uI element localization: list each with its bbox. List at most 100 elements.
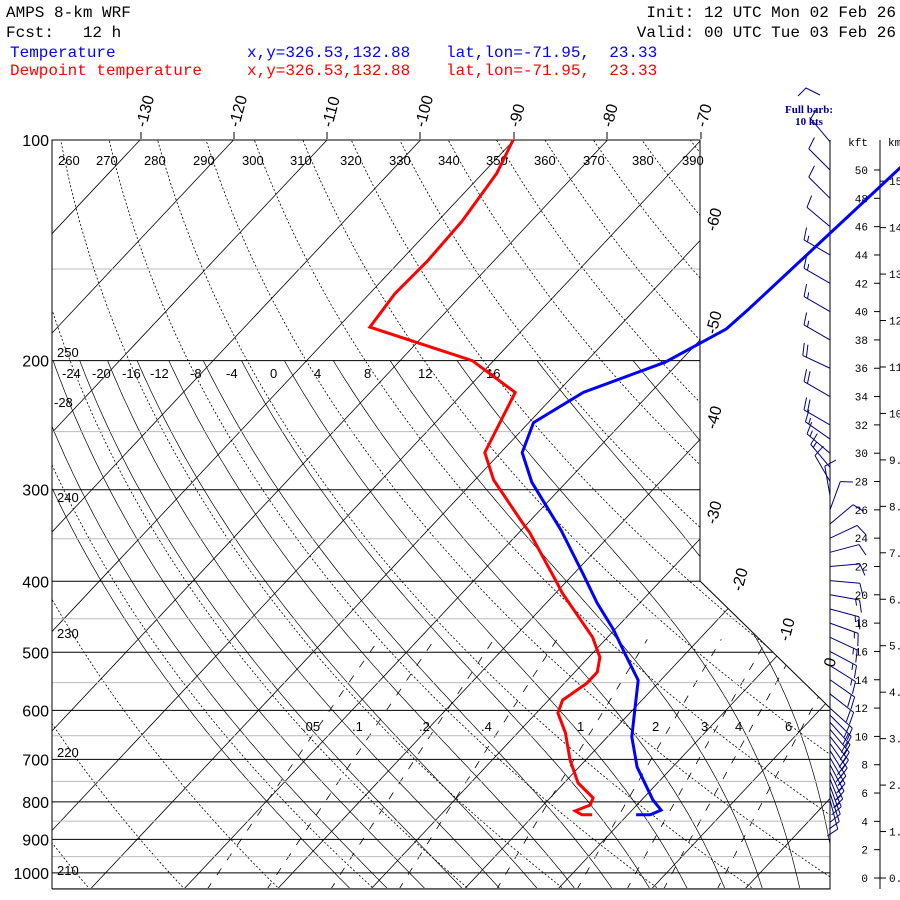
barb-staff bbox=[829, 778, 842, 807]
mixing-ratio-line bbox=[626, 639, 768, 889]
mixing-ratio-label: .4 bbox=[481, 719, 492, 734]
wind-barb bbox=[829, 544, 867, 556]
legend-temperature: Temperature bbox=[10, 44, 116, 62]
isotherm-line bbox=[52, 140, 515, 889]
mixing-ratio-line bbox=[266, 639, 435, 889]
theta-top-label: 260 bbox=[58, 153, 80, 168]
forecast-label-text: Fcst: bbox=[6, 24, 55, 42]
km-tick-label: 12. bbox=[889, 317, 900, 329]
kft-tick-label: 10 bbox=[855, 732, 868, 744]
sounding-traces bbox=[367, 139, 900, 817]
kft-tick-label: 16 bbox=[855, 647, 868, 659]
legend-dewpoint-latlon: lat,lon=-71.95, 23.33 bbox=[446, 62, 658, 80]
isotherm-right-label: -40 bbox=[703, 404, 725, 431]
init-time: Init: 12 UTC Mon 02 Feb 26 bbox=[646, 4, 896, 22]
isotherm-line bbox=[369, 140, 830, 889]
barb-staff bbox=[829, 799, 839, 830]
isotherm-top-label: -100 bbox=[412, 94, 437, 129]
dry-adiabat-line bbox=[52, 140, 186, 889]
isotherm-top-label: -120 bbox=[226, 94, 251, 129]
km-tick-label: 7. bbox=[889, 549, 900, 561]
km-tick-label: 14. bbox=[889, 224, 900, 236]
wind-barb bbox=[803, 369, 831, 397]
mixing-ratio-label: 6 bbox=[785, 719, 792, 734]
barb-staff bbox=[829, 764, 845, 792]
theta-top-label: 300 bbox=[242, 153, 264, 168]
pressure-tick-label: 1000 bbox=[13, 866, 49, 883]
dry-adiabat-line bbox=[447, 140, 830, 889]
wind-barb bbox=[802, 342, 831, 369]
wind-barb bbox=[829, 563, 866, 576]
barb-full bbox=[856, 525, 867, 536]
dry-adiabat-line bbox=[205, 140, 830, 889]
kft-tick-label: 18 bbox=[855, 619, 868, 631]
pressure-tick-label: 400 bbox=[22, 574, 49, 591]
barb-staff bbox=[802, 355, 831, 369]
theta-top-label: 290 bbox=[193, 153, 215, 168]
barb-staff bbox=[829, 750, 847, 777]
moist-adiabat-label: -24 bbox=[62, 366, 81, 381]
barb-staff bbox=[805, 421, 831, 440]
isotherm-right-label: -30 bbox=[703, 499, 725, 526]
barb-full bbox=[848, 712, 855, 725]
mixing-ratio-line bbox=[662, 639, 802, 889]
barb-full bbox=[806, 421, 813, 435]
isotherm-line bbox=[52, 140, 328, 889]
wind-barb bbox=[803, 397, 831, 426]
wind-barb bbox=[829, 771, 844, 809]
barb-full bbox=[808, 165, 815, 178]
isotherm-line bbox=[463, 140, 830, 889]
isotherm-top-label: -130 bbox=[133, 94, 158, 129]
forecast-hour: 12 h bbox=[82, 24, 122, 42]
isobars bbox=[52, 139, 830, 889]
isotherm-line bbox=[52, 140, 234, 889]
barb-staff bbox=[829, 622, 859, 634]
barb-full bbox=[855, 649, 858, 663]
moist-adiabat-label: -20 bbox=[92, 366, 111, 381]
barb-staff bbox=[829, 721, 851, 745]
barb-full bbox=[851, 681, 856, 694]
barb-full bbox=[803, 312, 808, 326]
dry-adiabat-line bbox=[738, 140, 830, 889]
barb-full bbox=[845, 709, 851, 723]
kft-tick-label: 44 bbox=[855, 251, 869, 263]
moist-adiabat-line bbox=[284, 360, 689, 889]
barb-full bbox=[835, 772, 845, 783]
isotherm-line bbox=[556, 140, 830, 889]
barb-staff bbox=[829, 792, 840, 822]
moist-adiabat-line bbox=[107, 360, 502, 889]
legend-dewpoint-name: Dewpoint temperature bbox=[10, 62, 203, 80]
barb-staff bbox=[810, 444, 831, 468]
temperature-trace bbox=[520, 165, 900, 817]
barb-full bbox=[810, 107, 818, 119]
km-label: km bbox=[888, 138, 900, 150]
wind-barb bbox=[806, 421, 831, 454]
moist-adiabat-label: 8 bbox=[364, 366, 371, 381]
kft-tick-label: 30 bbox=[855, 449, 868, 461]
isotherm-right-label: 0 bbox=[821, 656, 840, 669]
theta-left-label: 210 bbox=[57, 863, 79, 878]
mixing-ratio-label: 3 bbox=[701, 719, 708, 734]
theta-top-label: 340 bbox=[438, 153, 460, 168]
moist-adiabat-label: -28 bbox=[54, 395, 73, 410]
moist-adiabat-line bbox=[456, 360, 801, 889]
dewpoint-trace bbox=[367, 139, 602, 817]
mixing-ratio-line bbox=[330, 639, 495, 889]
mixing-ratio-line bbox=[716, 639, 830, 889]
mixing-ratio-label: .05 bbox=[302, 719, 320, 734]
barb-full bbox=[847, 694, 852, 707]
barb-staff bbox=[808, 176, 831, 199]
barb-legend-icon bbox=[797, 87, 821, 97]
moist-adiabat-label: -8 bbox=[190, 366, 202, 381]
mixing-ratio-line bbox=[398, 639, 558, 889]
barb-full bbox=[806, 399, 811, 412]
barb-full bbox=[803, 227, 808, 241]
barb-staff bbox=[829, 525, 858, 539]
barb-full bbox=[806, 371, 811, 384]
km-tick-label: 0. bbox=[889, 874, 900, 886]
wind-barb bbox=[814, 445, 831, 482]
barb-staff bbox=[803, 296, 831, 313]
theta-left-label: 240 bbox=[57, 490, 79, 505]
barb-staff bbox=[803, 267, 831, 284]
